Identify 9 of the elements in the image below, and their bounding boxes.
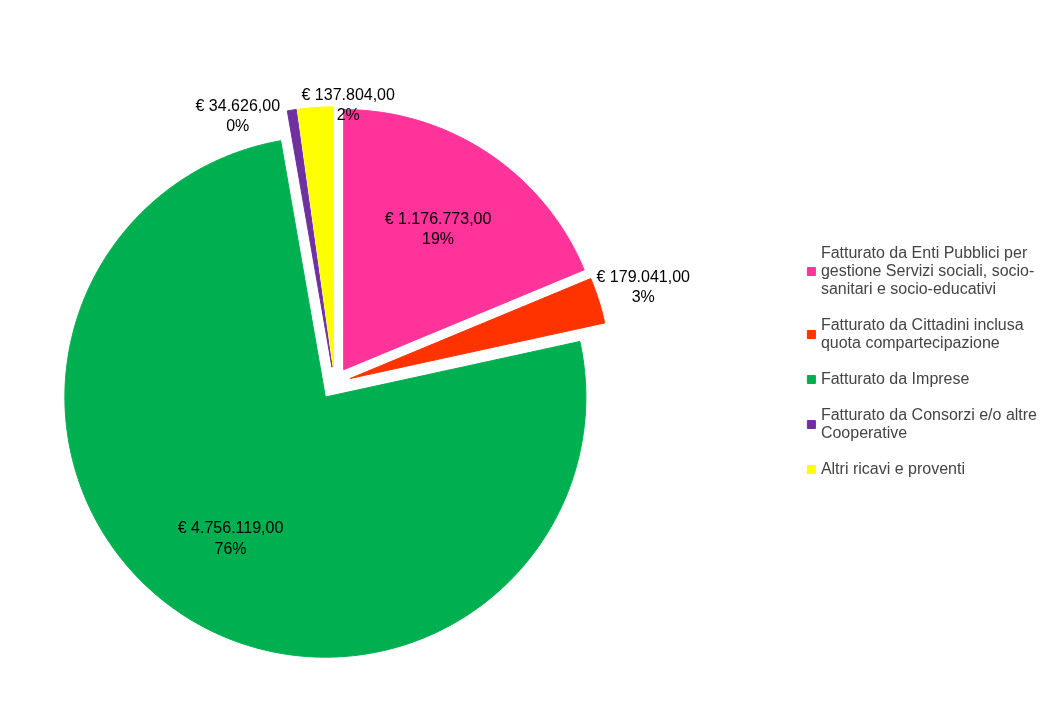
legend-label: Fatturato da Enti Pubblici per gestione Servizi sociali, socio-sanitari e socio-educativi: [820, 244, 1035, 298]
data-label: € 4.756.119,00 76%: [177, 519, 284, 557]
data-label: € 1.176.773,00 19%: [384, 209, 492, 248]
legend-label: Fatturato da Imprese: [820, 370, 970, 388]
legend-label: Fatturato da Cittadini inclusa quota compartecipazione: [820, 316, 1024, 352]
legend-label: Altri ricavi e proventi: [820, 460, 965, 478]
data-label: € 179.041,00 3%: [596, 267, 691, 306]
data-label: € 34.626,00 0%: [195, 96, 281, 135]
legend-label: Fatturato da Consorzi e/o altre Cooperative: [820, 406, 1037, 442]
